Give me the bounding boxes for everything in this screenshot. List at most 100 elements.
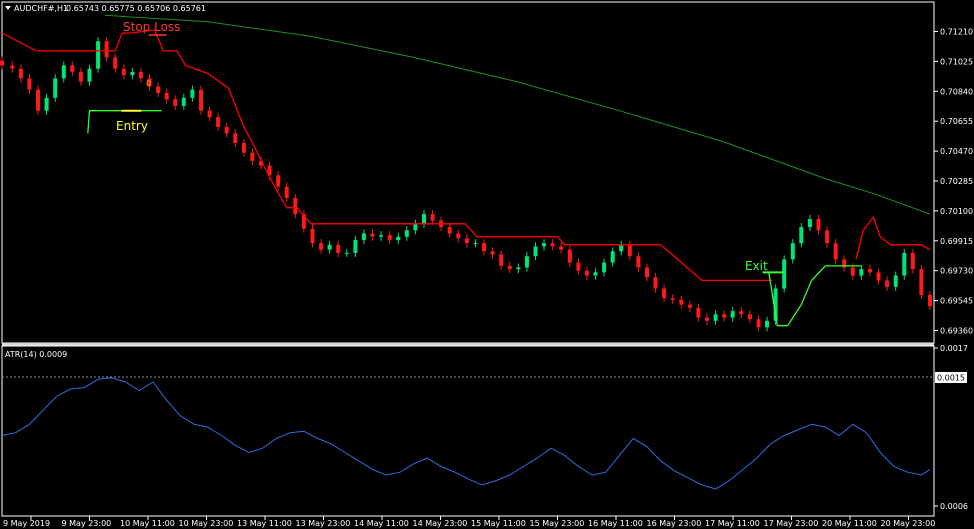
candle-body [747, 314, 752, 320]
candle-body [619, 244, 624, 252]
price-tick-label: 0.71025 [940, 57, 973, 66]
candle-body [499, 254, 504, 266]
candle-body [893, 275, 898, 287]
time-tick-label: 20 May 11:00 [822, 519, 877, 528]
candle-body [902, 252, 907, 276]
entry-label: Entry [116, 119, 148, 133]
candle-body [301, 214, 306, 229]
candle-body [584, 270, 589, 276]
time-tick-label: 17 May 23:00 [764, 519, 819, 528]
candle-body [284, 186, 289, 198]
moving-average-layer [104, 14, 931, 215]
candle-body [190, 89, 195, 98]
candle-body [482, 243, 486, 252]
candle-body [550, 243, 555, 247]
time-tick-label: 10 May 23:00 [179, 519, 234, 528]
candle-body [456, 233, 461, 239]
atr-panel[interactable]: ATR(14) 0.0009 0.0015 0.0017 0.0006 [1, 344, 968, 517]
time-tick-label: 17 May 11:00 [705, 519, 760, 528]
candle-body [18, 68, 23, 79]
trade-markers-layer [121, 34, 785, 274]
candle-body [379, 235, 384, 237]
candle-body [422, 214, 426, 224]
candle-body [173, 99, 178, 106]
candle-body [267, 165, 272, 176]
candle-body [670, 298, 675, 300]
price-panel-border [1, 1, 935, 344]
candle-body [327, 244, 332, 250]
upper-trail-line [1, 29, 773, 282]
candle-body [353, 240, 358, 253]
candle-body [825, 230, 830, 244]
candle-body [507, 265, 512, 270]
lower-trail-line-segment-2 [767, 265, 862, 327]
candle-body [576, 262, 581, 271]
candle-body [730, 311, 735, 318]
candle-body [567, 249, 572, 263]
candle-body [610, 251, 615, 263]
panel-separator[interactable] [2, 343, 934, 346]
atr-level-badge [935, 372, 967, 383]
candle-body [259, 160, 263, 166]
price-tick-label: 0.70285 [940, 177, 973, 186]
candle-body [276, 175, 281, 187]
candle-body [636, 256, 641, 268]
candle-body [241, 143, 246, 153]
candle-body [773, 288, 778, 321]
price-tick-label: 0.70470 [940, 147, 973, 156]
candle-body [413, 223, 418, 231]
candle-body [842, 259, 847, 268]
candle-body [147, 78, 152, 87]
candle-body [113, 57, 118, 69]
price-tick-label: 0.70655 [940, 117, 973, 126]
price-panel[interactable]: 0.71210 0.71025 0.70840 0.70655 0.70470 0.702… [0, 1, 973, 344]
time-tick-label: 15 May 23:00 [530, 519, 585, 528]
candle-body [542, 243, 546, 247]
time-axis: 9 May 2019 9 May 23:00 10 May 11:00 10 May … [3, 516, 935, 528]
candle-body [885, 280, 890, 287]
candle-body [387, 235, 392, 240]
time-tick-label: 14 May 23:00 [413, 519, 468, 528]
candle-body [310, 228, 315, 244]
zero-mark-label: 0 [146, 79, 151, 88]
price-tick-label: 0.71210 [940, 28, 973, 37]
candle-body [473, 243, 478, 245]
time-tick-label: 10 May 11:00 [120, 519, 175, 528]
candle-body [833, 243, 838, 260]
candle-body [919, 269, 924, 295]
moving-average-line [104, 14, 931, 215]
candle-body [679, 299, 684, 305]
candle-body [70, 65, 75, 72]
time-tick-label: 20 May 23:00 [881, 519, 936, 528]
candle-body [36, 89, 40, 111]
price-tick-label: 0.70100 [940, 207, 973, 216]
atr-line [1, 377, 931, 490]
atr-tick-label: 0.0017 [940, 344, 968, 353]
candle-body [96, 41, 101, 69]
candle-body [739, 311, 744, 315]
candle-body [44, 97, 49, 111]
time-tick-label: 14 May 11:00 [354, 519, 409, 528]
candle-body [516, 267, 521, 270]
candle-body [207, 110, 212, 118]
chart-menu-triangle-icon[interactable] [5, 6, 11, 10]
candle-body [722, 314, 727, 318]
time-tick-label: 15 May 11:00 [471, 519, 526, 528]
candle-body [121, 68, 126, 76]
ohlc-readout: 0.65743 0.65775 0.65706 0.65761 [66, 4, 206, 13]
symbol-label: AUDCHF#,H1 [14, 4, 68, 13]
candle-body [130, 71, 135, 76]
candle-body [756, 319, 761, 328]
candle-body [910, 252, 915, 270]
atr-label: ATR(14) 0.0009 [5, 350, 67, 359]
candle-body [859, 269, 864, 276]
time-tick-label: 16 May 23:00 [647, 519, 702, 528]
stop-loss-label: Stop Loss [123, 20, 180, 34]
candle-body [293, 198, 298, 215]
atr-axis: 0.0017 0.0006 [934, 344, 968, 511]
candle-body [104, 41, 109, 58]
candle-body [790, 243, 795, 260]
candle-body [10, 65, 15, 69]
candle-body [199, 89, 203, 111]
